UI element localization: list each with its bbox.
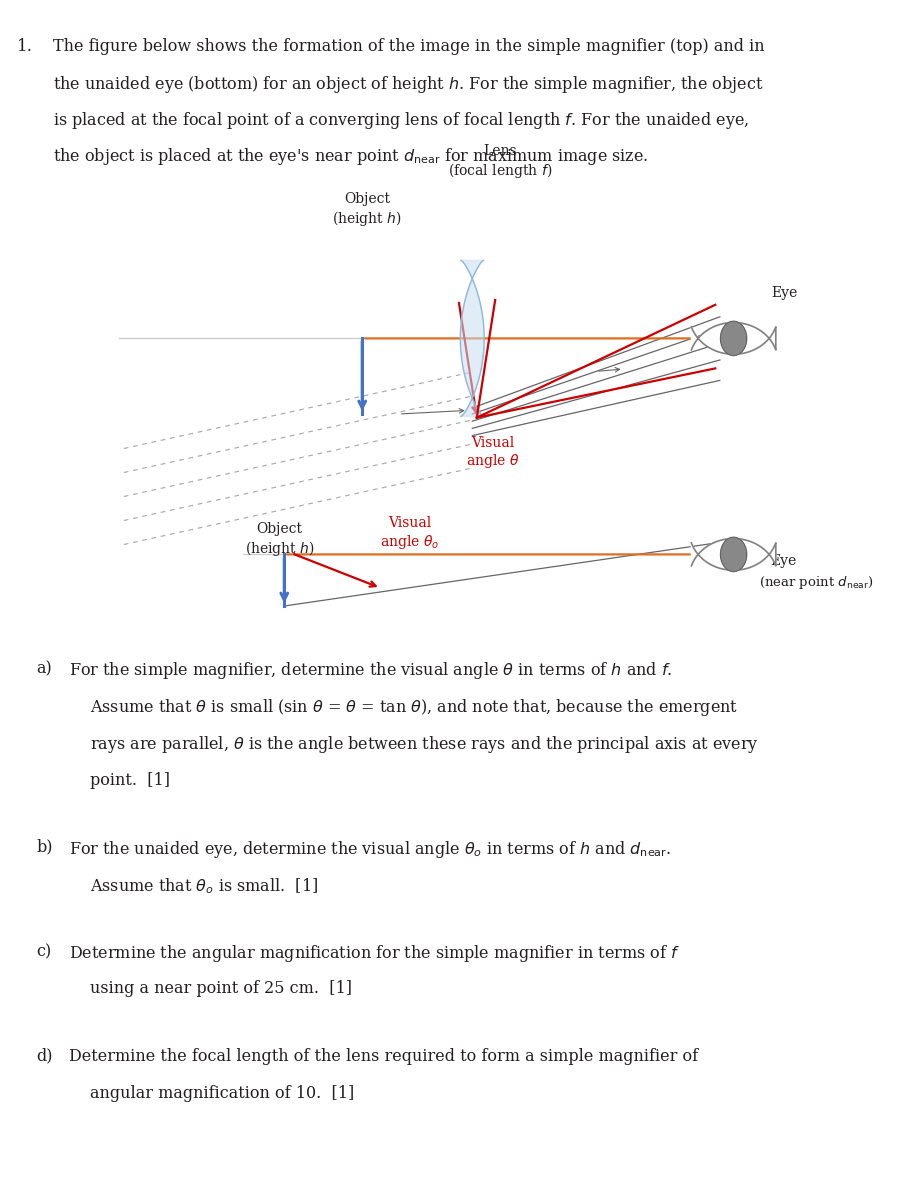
Text: (height $h$): (height $h$) xyxy=(332,209,402,228)
Polygon shape xyxy=(691,323,776,354)
Text: Object: Object xyxy=(257,522,303,536)
Text: For the unaided eye, determine the visual angle $\theta_o$ in terms of $h$ and $: For the unaided eye, determine the visua… xyxy=(69,839,671,859)
Text: (height $h$): (height $h$) xyxy=(245,539,315,558)
Text: angular magnification of 10.  [1]: angular magnification of 10. [1] xyxy=(90,1085,354,1102)
Text: Assume that $\theta$ is small (sin $\theta$ = $\theta$ = tan $\theta$), and note: Assume that $\theta$ is small (sin $\the… xyxy=(90,697,738,718)
Text: a): a) xyxy=(37,660,52,677)
Text: Eye: Eye xyxy=(771,286,797,300)
Text: the unaided eye (bottom) for an object of height $h$. For the simple magnifier, : the unaided eye (bottom) for an object o… xyxy=(53,74,764,96)
Text: using a near point of 25 cm.  [1]: using a near point of 25 cm. [1] xyxy=(90,980,352,997)
Text: angle $\theta$: angle $\theta$ xyxy=(466,452,519,470)
Text: Visual: Visual xyxy=(388,516,432,530)
Text: Determine the focal length of the lens required to form a simple magnifier of: Determine the focal length of the lens r… xyxy=(69,1048,698,1064)
Text: Visual: Visual xyxy=(470,436,514,450)
Text: (near point $d_\mathrm{near}$): (near point $d_\mathrm{near}$) xyxy=(759,574,874,590)
Text: angle $\theta_o$: angle $\theta_o$ xyxy=(381,533,439,551)
Text: c): c) xyxy=(37,943,52,960)
Polygon shape xyxy=(721,322,746,355)
Text: Eye: Eye xyxy=(770,554,797,569)
Polygon shape xyxy=(721,538,746,571)
Text: is placed at the focal point of a converging lens of focal length $f$. For the u: is placed at the focal point of a conver… xyxy=(53,110,749,132)
Text: Determine the angular magnification for the simple magnifier in terms of $f$: Determine the angular magnification for … xyxy=(69,943,679,964)
Text: Object: Object xyxy=(344,192,390,206)
Text: Lens: Lens xyxy=(483,144,516,158)
Text: the object is placed at the eye's near point $d_\mathrm{near}$ for maximum image: the object is placed at the eye's near p… xyxy=(53,146,648,168)
Polygon shape xyxy=(460,260,484,416)
Text: point.  [1]: point. [1] xyxy=(90,772,170,788)
Text: (focal length $f$): (focal length $f$) xyxy=(447,161,552,180)
Polygon shape xyxy=(691,539,776,570)
Text: The figure below shows the formation of the image in the simple magnifier (top) : The figure below shows the formation of … xyxy=(53,38,765,55)
Text: rays are parallel, $\theta$ is the angle between these rays and the principal ax: rays are parallel, $\theta$ is the angle… xyxy=(90,734,758,756)
Text: Assume that $\theta_o$ is small.  [1]: Assume that $\theta_o$ is small. [1] xyxy=(90,876,318,895)
Text: d): d) xyxy=(37,1048,53,1064)
Text: For the simple magnifier, determine the visual angle $\theta$ in terms of $h$ an: For the simple magnifier, determine the … xyxy=(69,660,672,680)
Text: b): b) xyxy=(37,839,53,856)
Text: 1.: 1. xyxy=(17,38,32,55)
